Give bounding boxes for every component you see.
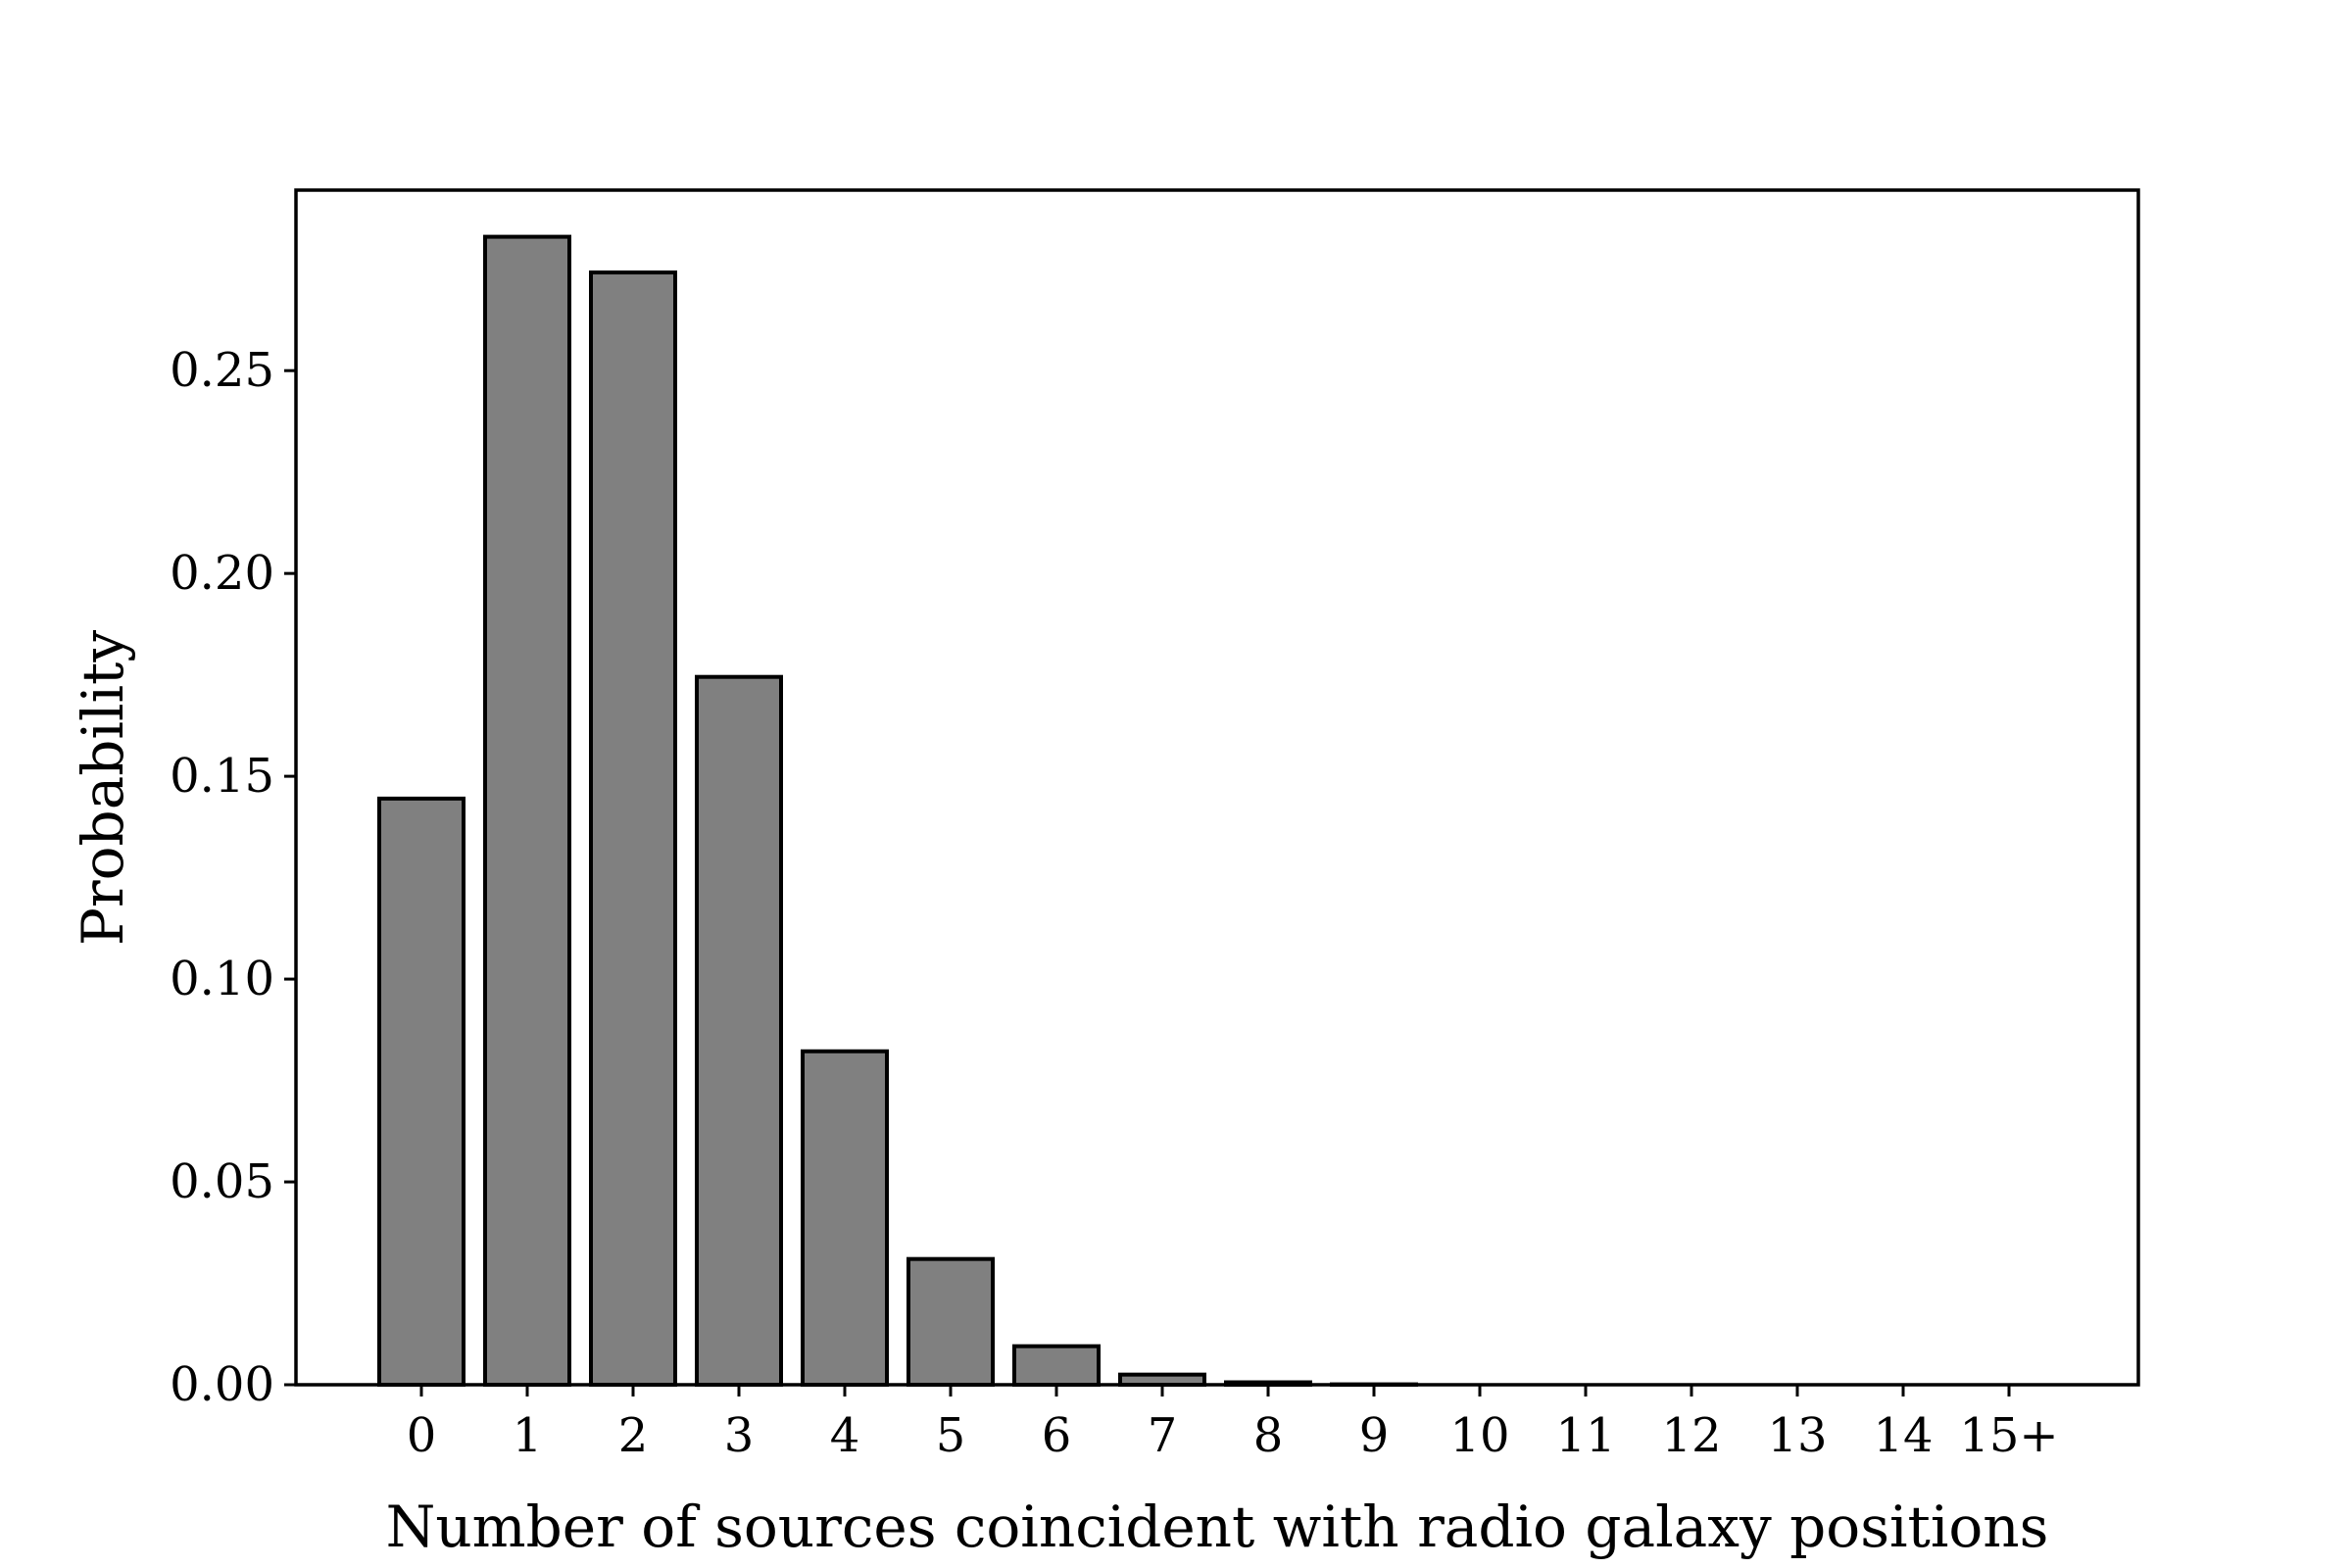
x-tick-label-5: 5	[936, 1408, 966, 1463]
x-tick-label-1: 1	[513, 1408, 543, 1463]
bar-5	[906, 1256, 995, 1387]
y-tick-label-0.05: 0.05	[170, 1154, 274, 1209]
y-tick-label-0.20: 0.20	[170, 546, 274, 601]
x-axis-label: Number of sources coincident with radio …	[386, 1494, 2049, 1560]
x-tick-label-0: 0	[407, 1408, 437, 1463]
x-tick-label-10: 10	[1449, 1408, 1509, 1463]
plot-frame	[294, 188, 2140, 1387]
bar-0	[377, 796, 466, 1387]
bars-group	[377, 234, 1418, 1388]
x-tick-label-9: 9	[1359, 1408, 1390, 1463]
x-tick-label-4: 4	[830, 1408, 860, 1463]
x-tick-label-2: 2	[618, 1408, 649, 1463]
x-tick-label-13: 13	[1767, 1408, 1827, 1463]
bar-6	[1012, 1344, 1101, 1387]
x-axis: 0 1 2 3 4 5 6 7 8 9 10 11 12 13 14 15+	[407, 1385, 2059, 1463]
x-tick-label-6: 6	[1042, 1408, 1072, 1463]
x-tick-label-7: 7	[1148, 1408, 1178, 1463]
y-axis-label: Probability	[70, 630, 136, 946]
bar-1	[483, 234, 571, 1387]
x-tick-label-3: 3	[724, 1408, 755, 1463]
x-tick-label-14: 14	[1873, 1408, 1933, 1463]
x-tick-label-8: 8	[1253, 1408, 1284, 1463]
y-axis: 0.00 0.05 0.10 0.15 0.20 0.25	[170, 343, 296, 1412]
y-tick-label-0.00: 0.00	[170, 1357, 274, 1412]
bar-2	[589, 270, 677, 1388]
bar-3	[695, 674, 783, 1387]
y-tick-label-0.10: 0.10	[170, 952, 274, 1006]
x-tick-label-12: 12	[1661, 1408, 1721, 1463]
y-tick-label-0.25: 0.25	[170, 343, 274, 398]
x-tick-label-15+: 15+	[1959, 1408, 2058, 1463]
bar-4	[801, 1049, 889, 1388]
y-tick-label-0.15: 0.15	[170, 749, 274, 804]
x-tick-label-11: 11	[1555, 1408, 1615, 1463]
